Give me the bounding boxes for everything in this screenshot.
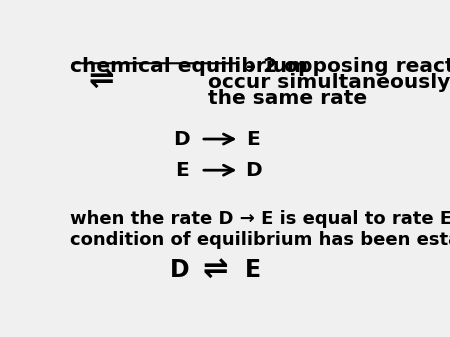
- Text: E: E: [247, 129, 260, 149]
- Text: ⇌: ⇌: [202, 255, 228, 284]
- Text: – 2 opposing reactions: – 2 opposing reactions: [239, 57, 450, 76]
- Text: when the rate D → E is equal to rate E → D, the: when the rate D → E is equal to rate E →…: [70, 210, 450, 228]
- Text: condition of equilibrium has been established: condition of equilibrium has been establ…: [70, 231, 450, 249]
- Text: ⇌: ⇌: [89, 66, 114, 95]
- Text: E: E: [175, 161, 189, 180]
- Text: D: D: [245, 161, 261, 180]
- Text: E: E: [245, 258, 261, 282]
- Text: the same rate: the same rate: [208, 89, 367, 108]
- Text: D: D: [174, 129, 190, 149]
- Text: D: D: [170, 258, 190, 282]
- Text: chemical equilibrium: chemical equilibrium: [70, 57, 308, 76]
- Text: occur simultaneously at: occur simultaneously at: [208, 73, 450, 92]
